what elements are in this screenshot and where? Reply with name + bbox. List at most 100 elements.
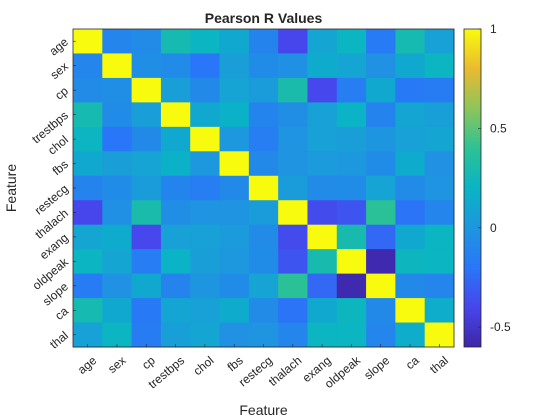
heatmap-cell	[190, 200, 221, 226]
heatmap-cell	[336, 175, 367, 201]
heatmap-cell	[73, 273, 103, 299]
heatmap-cell	[73, 298, 103, 324]
heatmap-cell	[395, 298, 426, 324]
y-tick-label: age	[47, 35, 72, 59]
heatmap-cell	[102, 29, 133, 54]
heatmap-cell	[366, 29, 396, 54]
y-tick-label: ca	[52, 304, 71, 323]
heatmap-cell	[307, 298, 338, 324]
heatmap-cell	[366, 126, 396, 152]
heatmap-cell	[219, 102, 250, 128]
heatmap-cell	[307, 249, 338, 275]
colorbar-tick-label: 1	[490, 22, 497, 36]
heatmap-cell	[248, 77, 279, 103]
heatmap-cell	[160, 77, 191, 103]
heatmap-cell	[248, 175, 279, 201]
heatmap-cell	[278, 151, 308, 177]
x-tick-label: cp	[139, 353, 158, 372]
heatmap-cell	[248, 151, 279, 177]
heatmap-cell	[219, 249, 250, 275]
x-tick-label: slope	[361, 353, 392, 382]
heatmap-cell	[278, 298, 308, 324]
heatmap-cell	[219, 175, 250, 201]
heatmap-cell	[102, 102, 133, 128]
heatmap-cell	[366, 102, 396, 128]
heatmap-cell	[131, 322, 162, 348]
heatmap-cell	[160, 53, 191, 79]
heatmap-cell	[278, 77, 308, 103]
heatmap-cell	[248, 298, 279, 324]
heatmap-cell	[102, 249, 133, 275]
x-tick-label: fbs	[225, 353, 246, 374]
x-tick-label: restecg	[236, 353, 275, 389]
heatmap-cell	[190, 53, 221, 79]
heatmap-cell	[160, 126, 191, 152]
heatmap-cell	[424, 224, 455, 250]
heatmap-cell	[219, 126, 250, 152]
heatmap-cell	[336, 200, 367, 226]
heatmap-cell	[219, 29, 250, 54]
heatmap-cell	[395, 29, 426, 54]
chart-title: Pearson R Values	[205, 10, 323, 26]
heatmap-cell	[248, 273, 279, 299]
heatmap-cell	[190, 273, 221, 299]
x-tick-label: sex	[105, 353, 128, 376]
heatmap-cell	[424, 200, 455, 226]
heatmap-cell	[248, 29, 279, 54]
x-tick-label: thal	[427, 353, 451, 376]
heatmap-cell	[336, 322, 367, 348]
heatmap-cell	[307, 102, 338, 128]
heatmap-cell	[102, 53, 133, 79]
heatmap-cell	[131, 249, 162, 275]
heatmap-cell	[219, 77, 250, 103]
heatmap-cell	[366, 53, 396, 79]
heatmap-cell	[395, 322, 426, 348]
heatmap-cell	[278, 175, 308, 201]
heatmap-cell	[366, 224, 396, 250]
heatmap-cell	[160, 175, 191, 201]
heatmap-cell	[102, 175, 133, 201]
heatmap-cell	[190, 126, 221, 152]
heatmap-cell	[190, 77, 221, 103]
heatmap-cell	[424, 175, 455, 201]
heatmap-cell	[395, 126, 426, 152]
heatmap-cell	[424, 29, 455, 54]
heatmap-cell	[278, 322, 308, 348]
heatmap-cell	[424, 77, 455, 103]
heatmap-cell	[131, 53, 162, 79]
y-tick-label: fbs	[50, 157, 71, 178]
heatmap-cell	[190, 298, 221, 324]
heatmap-cell	[278, 102, 308, 128]
heatmap-cell	[160, 200, 191, 226]
heatmap-cell	[131, 298, 162, 324]
heatmap-cell	[307, 151, 338, 177]
y-tick-labels: agesexcptrestbpscholfbsrestecgthalachexa…	[29, 35, 76, 352]
y-tick-label: sex	[48, 59, 71, 82]
heatmap-cell	[219, 322, 250, 348]
heatmap-cell	[424, 102, 455, 128]
heatmap-cell	[307, 322, 338, 348]
heatmap-cell	[73, 53, 103, 79]
heatmap-cell	[395, 273, 426, 299]
heatmap-cell	[219, 224, 250, 250]
heatmap-cell	[160, 29, 191, 54]
x-tick-label: thalach	[266, 353, 305, 389]
y-tick-label: cp	[52, 84, 71, 103]
colorbar-gradient	[463, 28, 482, 348]
heatmap-cell	[278, 249, 308, 275]
heatmap-cell	[219, 53, 250, 79]
heatmap-cell	[366, 200, 396, 226]
heatmap-cells	[73, 29, 455, 348]
heatmap-cell	[424, 53, 455, 79]
heatmap-cell	[131, 29, 162, 54]
colorbar-tick-label: 0	[490, 221, 497, 235]
heatmap-cell	[160, 322, 191, 348]
heatmap-cell	[366, 249, 396, 275]
heatmap-cell	[366, 298, 396, 324]
heatmap-cell	[395, 102, 426, 128]
heatmap-cell	[219, 151, 250, 177]
heatmap-cell	[395, 175, 426, 201]
heatmap-cell	[395, 77, 426, 103]
heatmap-cell	[307, 77, 338, 103]
colorbar: -0.5 0 0.5 1	[463, 22, 511, 348]
